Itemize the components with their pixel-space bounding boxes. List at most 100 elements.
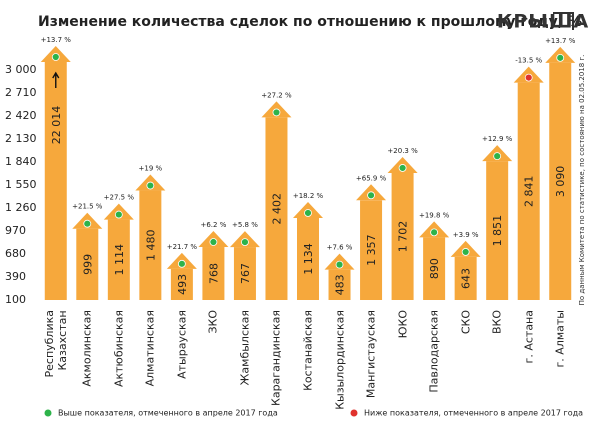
bar — [328, 269, 351, 300]
status-dot — [241, 238, 249, 247]
bar — [233, 247, 256, 300]
bar — [139, 190, 162, 300]
y-tick-label: 2 710 — [5, 86, 37, 99]
status-dot — [430, 228, 439, 237]
value-label: 1 114 — [113, 244, 126, 276]
x-tick-label: г. Астана — [522, 310, 536, 364]
legend-label: Выше показателя, отмеченного в апреле 20… — [58, 409, 278, 418]
value-label: 1 851 — [491, 215, 504, 247]
change-label: +27.5 % — [104, 194, 135, 202]
change-label: -13.5 % — [515, 57, 542, 65]
change-label: +13.7 % — [545, 37, 576, 45]
value-label: 3 090 — [554, 166, 567, 198]
chart-title: Изменение количества сделок по отношению… — [38, 14, 582, 30]
source-note: По данным Комитета по статистике, по сос… — [578, 55, 586, 306]
status-dot — [272, 108, 281, 117]
change-label: +6.2 % — [200, 221, 226, 229]
x-tick-label: Карагандинская — [269, 310, 283, 406]
status-dot — [209, 238, 218, 246]
status-dot — [367, 191, 375, 200]
bar — [76, 228, 99, 300]
x-tick-label: ЮКО — [396, 310, 410, 339]
y-tick-label: 390 — [5, 270, 26, 283]
status-dot — [177, 259, 186, 268]
change-label: +27.2 % — [261, 91, 292, 99]
x-tick-label: Атырауская — [175, 310, 189, 379]
change-label: +18.2 % — [293, 192, 324, 200]
change-label: +12.9 % — [482, 135, 513, 143]
status-dot — [146, 181, 155, 190]
change-label: +19 % — [139, 165, 163, 173]
y-tick-label: 2 130 — [5, 132, 37, 145]
x-tick-label: Павлодарская — [427, 310, 441, 393]
y-tick-label: 3 000 — [5, 63, 37, 76]
change-label: +21.5 % — [72, 203, 103, 211]
change-label: +65.9 % — [356, 174, 387, 182]
x-tick-label: СКО — [459, 310, 473, 335]
status-dot — [304, 209, 312, 217]
value-label: 493 — [176, 274, 189, 295]
x-tick-label: Костанайская — [301, 310, 315, 391]
change-label: +19.8 % — [419, 211, 450, 219]
value-label: 1 702 — [397, 221, 410, 253]
bar — [44, 62, 67, 300]
status-dot — [556, 53, 565, 62]
value-label: 768 — [207, 263, 220, 284]
value-label: 643 — [460, 268, 473, 289]
y-tick-label: 100 — [5, 293, 26, 306]
y-tick-label: 1 260 — [5, 201, 37, 214]
bar — [265, 117, 288, 301]
bar — [549, 62, 572, 301]
y-tick-label: 970 — [5, 224, 26, 237]
bar — [170, 268, 193, 300]
x-tick-label: Республика Казахстан — [42, 310, 69, 378]
bar — [454, 256, 477, 300]
value-label: 1 357 — [365, 234, 378, 266]
bar — [486, 161, 509, 300]
y-tick-label: 2 420 — [5, 109, 37, 122]
bar — [360, 200, 383, 300]
status-dot — [524, 73, 533, 82]
x-tick-label: г. Алматы — [553, 310, 567, 368]
value-label: 767 — [239, 263, 252, 284]
legend-marker — [44, 409, 52, 417]
x-tick-label: Актюбинская — [112, 310, 126, 388]
value-label: 2 841 — [523, 176, 536, 208]
bar — [391, 172, 414, 300]
overflow-arrow — [52, 71, 60, 88]
status-dot — [114, 210, 123, 219]
value-label: 483 — [334, 274, 347, 295]
status-dot — [493, 152, 502, 161]
value-label: 1 134 — [302, 243, 315, 275]
change-label: +13.7 % — [41, 36, 72, 44]
bar — [202, 247, 225, 300]
status-dot — [335, 260, 344, 269]
bar — [423, 237, 446, 300]
logo-roof — [553, 12, 574, 30]
x-tick-label: ЗКО — [206, 310, 220, 334]
y-tick-label: 680 — [5, 247, 26, 260]
status-dot — [461, 248, 470, 256]
change-label: +5.8 % — [232, 221, 258, 229]
value-label: 1 480 — [144, 230, 157, 262]
value-label: 22 014 — [50, 106, 63, 145]
x-tick-label: Жамбылская — [238, 310, 252, 386]
x-tick-label: Акмолинская — [80, 310, 94, 387]
y-tick-label: 1 840 — [5, 155, 37, 168]
status-dot — [398, 164, 407, 172]
x-tick-label: Кызылординская — [333, 310, 347, 410]
change-label: +7.6 % — [327, 244, 353, 252]
x-tick-label: ВКО — [490, 310, 504, 335]
legend-label: Ниже показателя, отмеченного в апреле 20… — [364, 409, 583, 418]
change-label: +3.9 % — [453, 231, 479, 239]
value-label: 999 — [81, 254, 94, 275]
bar — [107, 219, 130, 300]
x-tick-label: Алматинская — [143, 310, 157, 387]
status-dot — [51, 53, 60, 61]
status-dot — [83, 219, 92, 228]
value-label: 890 — [428, 258, 441, 279]
change-label: +21.7 % — [167, 243, 198, 251]
bar — [517, 82, 540, 300]
